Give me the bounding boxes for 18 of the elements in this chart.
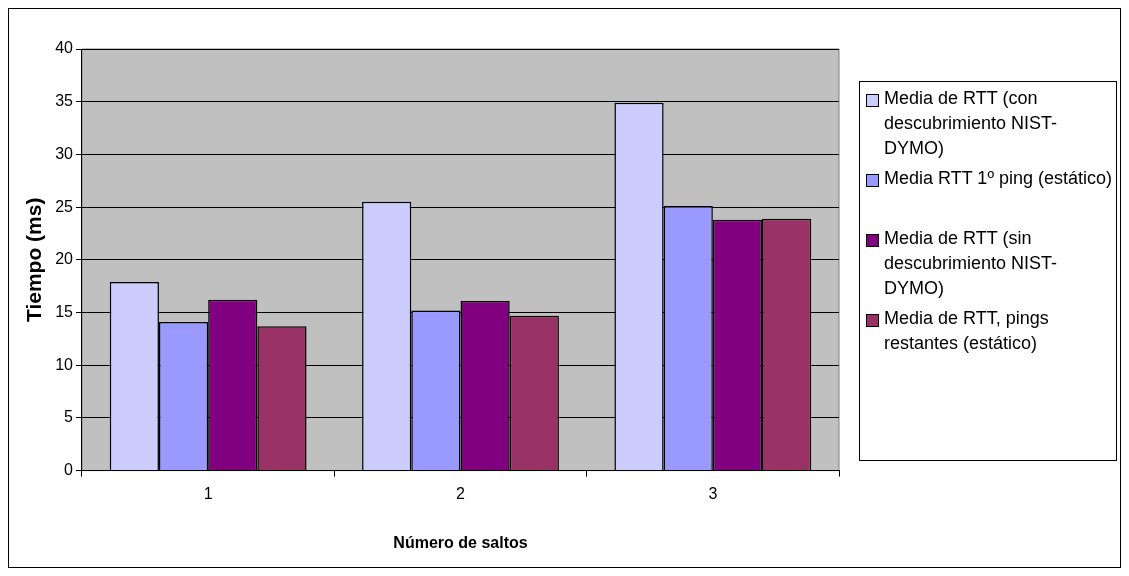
x-tick-label: 1 [203, 484, 213, 502]
y-tick-label: 40 [55, 39, 74, 57]
y-axis-title: Tiempo (ms) [22, 197, 46, 323]
y-tick-label: 0 [64, 461, 74, 479]
x-axis-title: Número de saltos [393, 533, 528, 551]
legend-label: Media RTT 1º ping (estático) [884, 167, 1113, 190]
y-tick-label: 15 [55, 302, 74, 320]
y-tick-label: 20 [55, 250, 74, 268]
legend-label: Media de RTT (con descubrimiento NIST-DYMO) [884, 87, 1059, 160]
legend-label: Media de RTT, pings restantes (estático) [884, 307, 1050, 355]
y-tick-label: 35 [55, 92, 74, 110]
y-tick-label: 10 [55, 355, 74, 373]
x-tick-label: 2 [456, 484, 466, 502]
y-tick-label: 30 [55, 144, 74, 162]
legend-label: Media de RTT (sin descubrimiento NIST-DYMO) [884, 227, 1059, 300]
y-tick-label: 5 [64, 408, 74, 426]
y-tick-label: 25 [55, 197, 74, 215]
x-tick-label: 3 [708, 484, 718, 502]
